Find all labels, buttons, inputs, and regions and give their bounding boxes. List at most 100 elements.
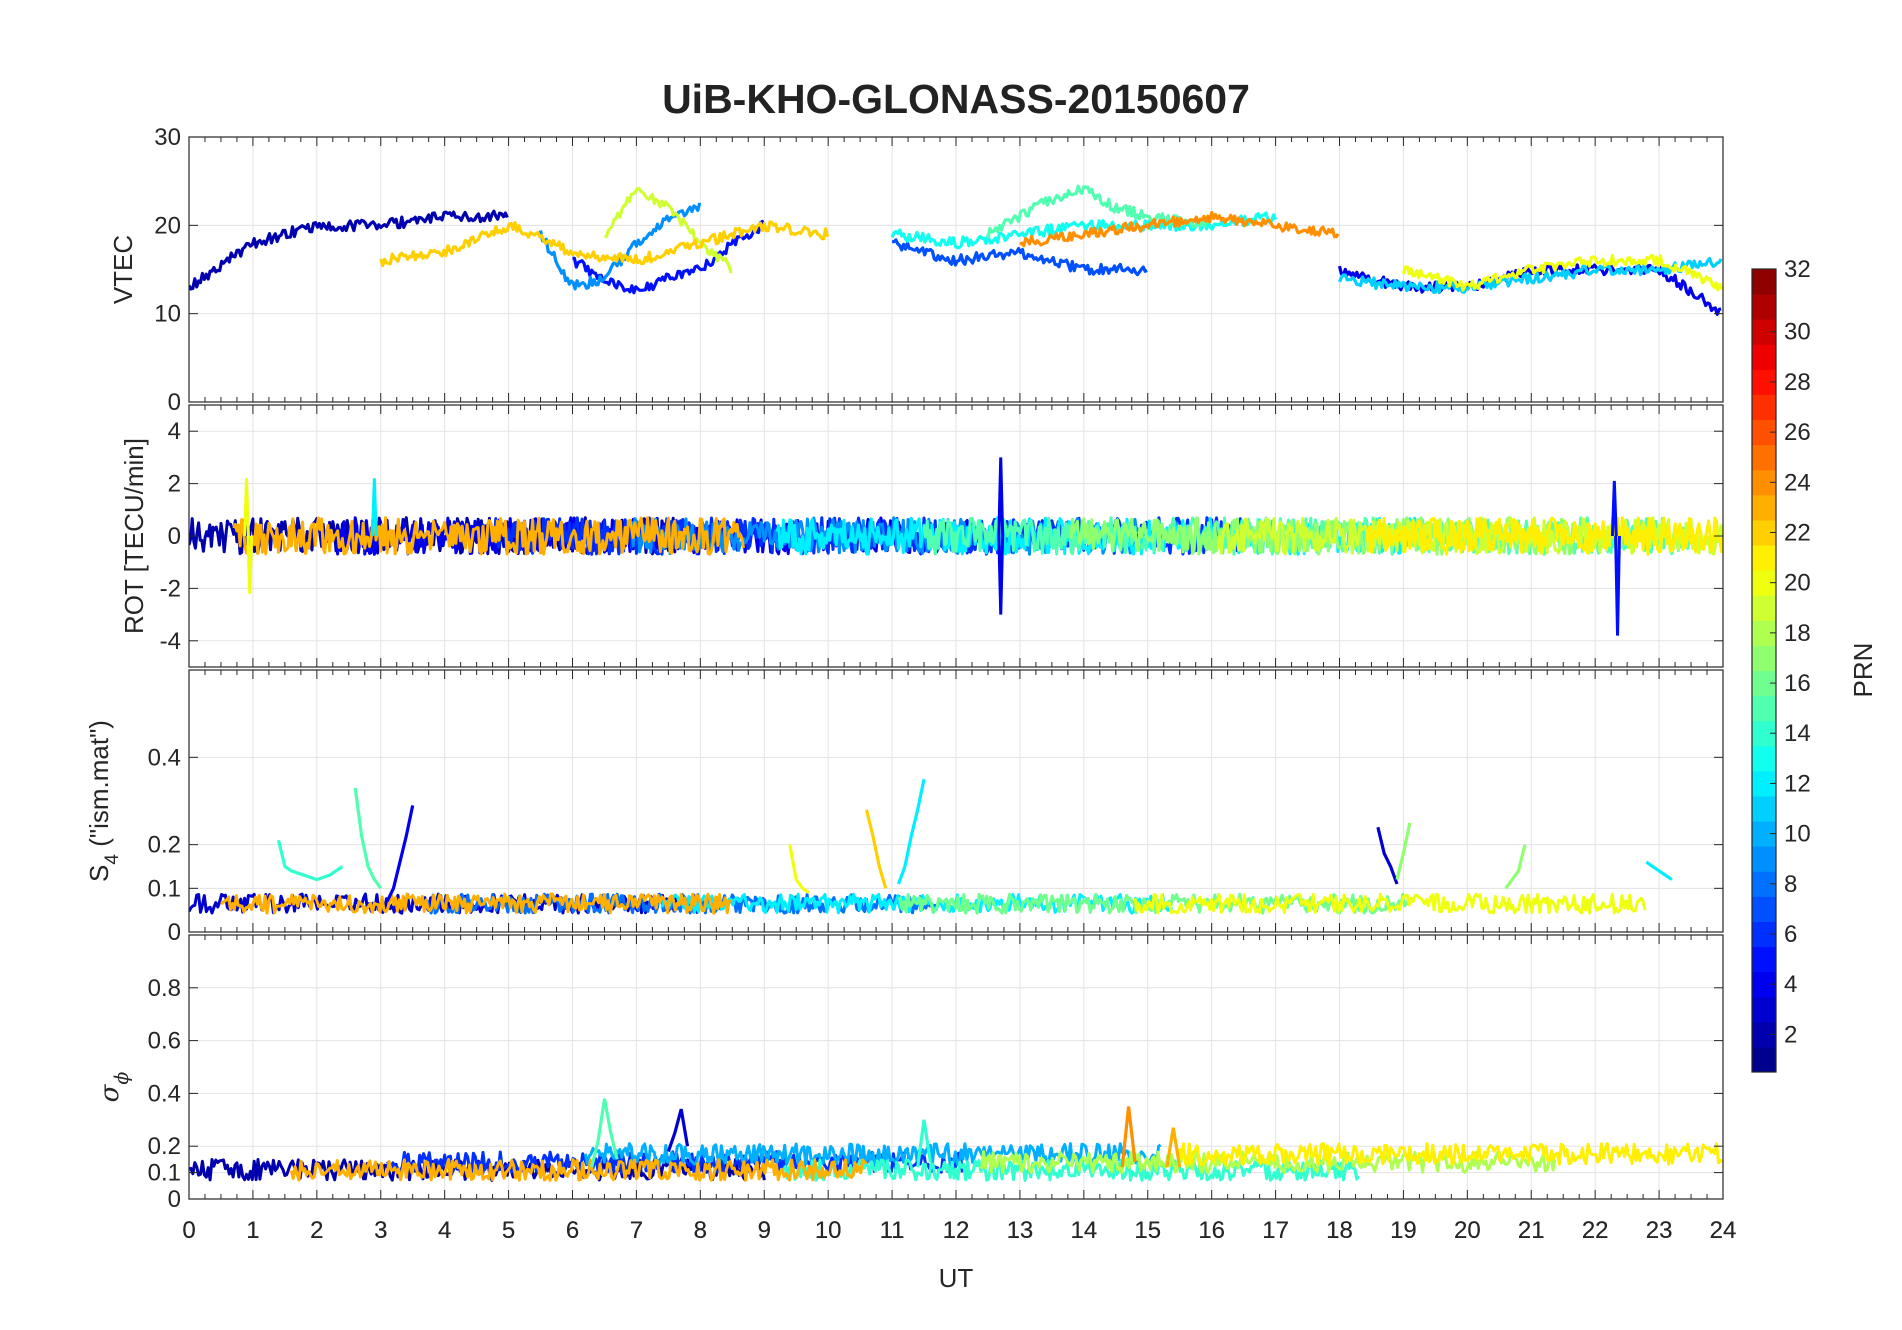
- colorbar-tick-label: 30: [1784, 319, 1811, 346]
- y-tick-label: 0.1: [148, 875, 181, 902]
- y-axis-label: VTEC: [108, 235, 138, 304]
- x-tick-label: 18: [1326, 1217, 1353, 1244]
- x-tick-label: 1: [246, 1217, 259, 1244]
- sigma-phi-panel: 0 1 2 3 4 5 6 7 8 9 10 11 12 13 14 15 16 17 18 19 20 21 22 23 24…: [95, 934, 1737, 1244]
- trace-prn-23: [219, 892, 731, 915]
- s4-trace-prn-15: [353, 787, 383, 890]
- x-tick-label: 10: [815, 1217, 842, 1244]
- y-tick-label: -4: [160, 628, 181, 655]
- colorbar-frame: [1751, 268, 1777, 1073]
- y-tick-label: 0: [168, 389, 181, 416]
- sigma-trace-prn-3: [666, 1108, 690, 1153]
- y-tick-label: 0: [168, 1186, 181, 1213]
- trace-prn-21: [1365, 516, 1723, 556]
- s4-panel: 0 0.1 0.2 0.4 S4 ("ism.mat"): [84, 669, 1724, 946]
- x-tick-label: 7: [630, 1217, 643, 1244]
- x-tick-label: 21: [1518, 1217, 1545, 1244]
- x-tick-label: 9: [758, 1217, 771, 1244]
- vtec-trace-prn-11: [1338, 257, 1723, 294]
- colorbar-swatch: [1752, 394, 1776, 421]
- x-tick-label: 6: [566, 1217, 579, 1244]
- colorbar-tick-label: 26: [1784, 419, 1811, 446]
- x-tick-label: 8: [694, 1217, 707, 1244]
- colorbar-label: PRN: [1848, 643, 1878, 698]
- x-ticks: [188, 935, 1724, 1199]
- rot-spike: [1614, 535, 1621, 636]
- y-tick-label: 0.4: [148, 744, 181, 771]
- x-tick-label: 13: [1007, 1217, 1034, 1244]
- x-tick-label: 22: [1582, 1217, 1609, 1244]
- x-tick-label: 17: [1262, 1217, 1289, 1244]
- y-tick-label: 0.4: [148, 1080, 181, 1107]
- x-tick-label: 8: [694, 1217, 707, 1244]
- vtec-panel: 0 10 20 30 VTEC: [108, 124, 1724, 416]
- x-tick-label: 3: [374, 1217, 387, 1244]
- x-tick-label: 22: [1582, 1217, 1609, 1244]
- colorbar-swatch: [1752, 494, 1776, 521]
- x-axis-label: UT: [939, 1263, 974, 1293]
- colorbar-swatch: [1752, 695, 1776, 722]
- gridlines: [188, 136, 1724, 403]
- colorbar-tick-label: 16: [1784, 670, 1811, 697]
- rot-spike: [997, 535, 1005, 615]
- x-tick-label: 12: [943, 1217, 970, 1244]
- rot-spike: [1610, 480, 1618, 537]
- colorbar-swatch: [1752, 269, 1776, 295]
- x-tick-label: 14: [1070, 1217, 1097, 1244]
- y-tick-label: 20: [154, 212, 181, 239]
- x-tick-label: 6: [566, 1217, 579, 1244]
- x-tick-label: 24: [1710, 1217, 1737, 1244]
- figure-title: UiB-KHO-GLONASS-20150607: [662, 76, 1250, 122]
- vtec-trace-prn-13: [890, 211, 1278, 250]
- rot-panel: -4 -2 0 2 4 ROT [TECU/min]: [119, 404, 1724, 668]
- s4-trace-prn-17: [1395, 822, 1412, 880]
- x-tick-label: 16: [1198, 1217, 1225, 1244]
- x-tick-label: 4: [438, 1217, 451, 1244]
- sigma-trace-prn-23: [1165, 1127, 1182, 1168]
- x-tick-label: 20: [1454, 1217, 1481, 1244]
- traces: [189, 778, 1673, 915]
- trace-prn-20: [1133, 892, 1647, 915]
- x-tick-label: 0: [182, 1217, 195, 1244]
- x-tick-label: 23: [1646, 1217, 1673, 1244]
- x-tick-label: 10: [815, 1217, 842, 1244]
- rot-spike: [243, 478, 250, 537]
- y-label-tail: ("ism.mat"): [84, 720, 114, 854]
- colorbar-tick-label: 10: [1784, 821, 1811, 848]
- colorbar-swatch: [1752, 444, 1776, 471]
- y-tick-label: 0.2: [148, 1133, 181, 1160]
- y-label-sub: ϕ: [111, 1072, 133, 1085]
- colorbar-tick-label: 18: [1784, 620, 1811, 647]
- y-axis-label: σϕ: [95, 1072, 133, 1103]
- x-tick-label: 3: [374, 1217, 387, 1244]
- s4-trace-prn-22: [864, 809, 888, 889]
- colorbar-tick-label: 24: [1784, 469, 1811, 496]
- y-tick-label: 0.1: [148, 1160, 181, 1187]
- x-ticks: [188, 137, 1724, 402]
- x-tick-label: 11: [880, 1217, 905, 1244]
- y-tick-label: 0.8: [148, 975, 181, 1002]
- x-tick-label: 15: [1134, 1217, 1161, 1244]
- trace-prn-21: [1178, 1142, 1723, 1166]
- trace-prn-10: [583, 1142, 1162, 1166]
- y-tick-label: 10: [154, 301, 181, 328]
- x-tick-label: 1: [246, 1217, 259, 1244]
- x-tick-label: 14: [1070, 1217, 1097, 1244]
- x-tick-label: 2: [310, 1217, 323, 1244]
- x-tick-label: 18: [1326, 1217, 1353, 1244]
- vtec-trace-prn-5: [572, 219, 766, 295]
- y-tick-label: 2: [168, 471, 181, 498]
- vtec-trace-prn-2: [189, 209, 509, 291]
- y-tick-label: 4: [168, 418, 181, 445]
- colorbar-tick-label: 28: [1784, 369, 1811, 396]
- rot-spike: [246, 535, 254, 594]
- colorbar-tick-label: 2: [1784, 1021, 1797, 1048]
- y-axis-label: S4 ("ism.mat"): [84, 720, 123, 882]
- x-tick-label: 5: [502, 1217, 515, 1244]
- x-tick-label: 4: [438, 1217, 451, 1244]
- x-tick-label: 5: [502, 1217, 515, 1244]
- x-tick-label: 11: [880, 1217, 905, 1244]
- colorbar-tick-label: 12: [1784, 770, 1811, 797]
- colorbar-swatch: [1752, 896, 1776, 922]
